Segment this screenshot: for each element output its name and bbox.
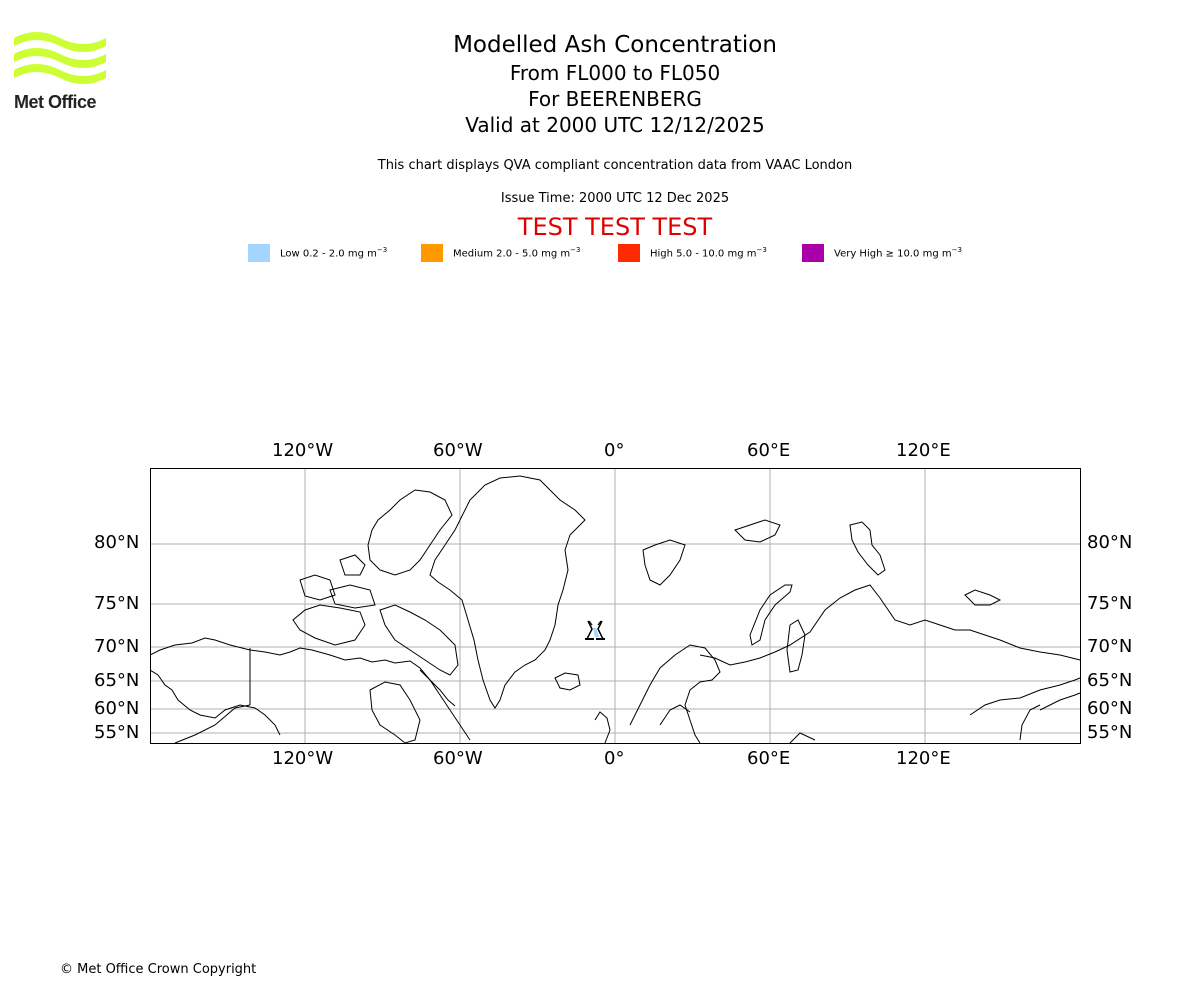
lat-label-left-60n: 60°N [94, 698, 140, 719]
legend-label: Medium 2.0 - 5.0 mg m [453, 248, 571, 260]
coast-iceland [554, 672, 581, 691]
lon-label-bottom-120w: 120°W [272, 748, 334, 769]
legend-item-low: Low 0.2 - 2.0 mg m−3 [248, 244, 387, 262]
lon-label-bottom-0: 0° [604, 748, 625, 769]
lat-label-left-55n: 55°N [94, 722, 140, 743]
graticule [150, 468, 1080, 744]
legend-exponent: −3 [570, 246, 581, 255]
lat-label-left-70n: 70°N [94, 636, 140, 657]
chart-description: This chart displays QVA compliant concen… [377, 158, 853, 173]
legend-label: Very High ≥ 10.0 mg m [834, 248, 952, 260]
coast-baltic [659, 704, 691, 726]
legend-item-medium: Medium 2.0 - 5.0 mg m−3 [421, 244, 580, 262]
legend-item-very-high: Very High ≥ 10.0 mg m−3 [802, 244, 962, 262]
legend-swatch-high [618, 244, 640, 262]
coast-greenland [429, 475, 586, 709]
met-office-waves-icon [14, 32, 106, 84]
coast-hudson-bay [369, 681, 421, 744]
coastlines [150, 475, 1081, 744]
coast-novaya-zemlya [749, 584, 793, 646]
flight-levels: From FL000 to FL050 [509, 61, 721, 85]
lon-label-top-60e: 60°E [747, 440, 791, 461]
legend-exponent: −3 [756, 246, 767, 255]
lon-label-top-120w: 120°W [272, 440, 334, 461]
lat-label-left-80n: 80°N [94, 532, 140, 553]
lat-label-right-65n: 65°N [1087, 670, 1133, 691]
coast-new-siberian [964, 589, 1002, 606]
lon-label-top-120e: 120°E [896, 440, 951, 461]
page-title: Modelled Ash Concentration [453, 32, 777, 58]
lat-label-right-75n: 75°N [1087, 593, 1133, 614]
coast-kamchatka [1019, 704, 1041, 741]
lat-label-right-80n: 80°N [1087, 532, 1133, 553]
lat-label-left-75n: 75°N [94, 593, 140, 614]
lon-label-top-0: 0° [604, 440, 625, 461]
coast-baffin [379, 604, 459, 676]
map-canvas[interactable] [150, 468, 1081, 744]
legend-label: Low 0.2 - 2.0 mg m [280, 248, 377, 260]
coast-yamal [786, 619, 806, 673]
legend-label: High 5.0 - 10.0 mg m [650, 248, 757, 260]
valid-time: Valid at 2000 UTC 12/12/2025 [465, 113, 765, 137]
coast-ellesmere [367, 489, 453, 576]
coast-chukotka [969, 677, 1081, 716]
coast-labrador [419, 669, 471, 741]
legend-exponent: −3 [376, 246, 388, 255]
coast-banks [299, 574, 336, 601]
coast-scandinavia [629, 644, 721, 744]
coast-alaska-south [174, 704, 251, 744]
coast-east-siberia [1039, 692, 1081, 711]
copyright: © Met Office Crown Copyright [60, 962, 257, 977]
coast-alaska [150, 637, 456, 707]
logo-text: Met Office [14, 92, 97, 112]
lon-label-bottom-120e: 120°E [896, 748, 951, 769]
legend-swatch-medium [421, 244, 443, 262]
lat-label-right-55n: 55°N [1087, 722, 1133, 743]
test-banner: TEST TEST TEST [517, 213, 713, 241]
coast-severnaya-zemlya [849, 521, 886, 576]
coast-franz-josef [734, 519, 781, 543]
map-frame [150, 468, 1081, 744]
coast-okhotsk [789, 732, 816, 744]
issue-time: Issue Time: 2000 UTC 12 Dec 2025 [500, 191, 730, 206]
lon-label-bottom-60e: 60°E [747, 748, 791, 769]
coast-islands-b [329, 584, 376, 609]
met-office-logo: Met Office [14, 30, 106, 112]
lat-label-left-65n: 65°N [94, 670, 140, 691]
coast-siberia [774, 584, 1081, 661]
coast-alaska-west [150, 669, 281, 736]
lon-label-bottom-60w: 60°W [433, 748, 483, 769]
coast-victoria [292, 604, 366, 646]
lat-label-right-70n: 70°N [1087, 636, 1133, 657]
legend-swatch-low [248, 244, 270, 262]
volcano-name: For BEERENBERG [528, 87, 702, 111]
coast-finland-russia [699, 651, 776, 666]
legend-swatch-very-high [802, 244, 824, 262]
coast-svalbard [642, 539, 686, 586]
coast-islands-a [339, 554, 366, 576]
legend-exponent: −3 [951, 246, 962, 255]
title-block: Modelled Ash Concentration From FL000 to… [0, 30, 1200, 138]
coast-uk [594, 711, 611, 744]
lon-label-top-60w: 60°W [433, 440, 483, 461]
lat-label-right-60n: 60°N [1087, 698, 1133, 719]
volcano-icon[interactable] [585, 620, 605, 640]
legend-item-high: High 5.0 - 10.0 mg m−3 [618, 244, 767, 262]
